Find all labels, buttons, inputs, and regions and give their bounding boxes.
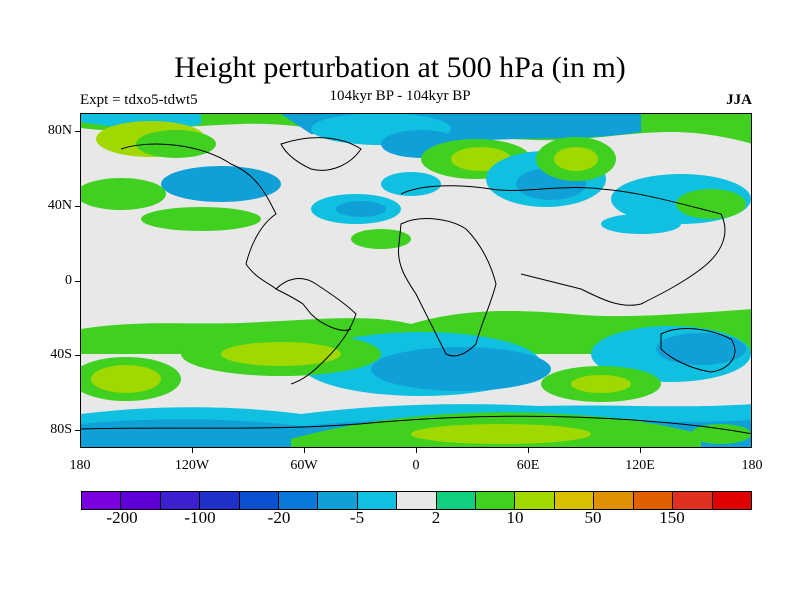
- colorbar-swatch: [554, 492, 595, 509]
- colorbar-swatch: [594, 492, 634, 509]
- lon-tick: [640, 448, 641, 453]
- lon-label-120w: 120W: [174, 458, 210, 473]
- lat-tick: [75, 355, 80, 356]
- colorbar-swatch: [318, 492, 358, 509]
- colorbar-swatch: [160, 492, 201, 509]
- map-title: Height perturbation at 500 hPa (in m): [174, 51, 626, 84]
- lon-label-60w: 60W: [290, 458, 318, 473]
- lat-tick: [75, 206, 80, 207]
- colorbar-swatch: [515, 492, 555, 509]
- colorbar-swatch: [357, 492, 398, 509]
- colorbar-label: 2: [431, 508, 441, 527]
- colorbar-swatch: [397, 492, 437, 509]
- lon-label-0: 0: [412, 458, 420, 473]
- lon-tick: [528, 448, 529, 453]
- colorbar-label: -20: [267, 508, 291, 527]
- colorbar-swatch: [712, 492, 751, 509]
- colorbar-label: -100: [184, 508, 216, 527]
- lat-label-eq: 0: [65, 273, 72, 288]
- colorbar-swatch: [239, 492, 280, 509]
- colorbar-swatch: [279, 492, 319, 509]
- lat-label-40n: 40N: [47, 198, 72, 213]
- lat-label-80n: 80N: [47, 123, 72, 138]
- experiment-label: Expt = tdxo5-tdwt5: [80, 92, 198, 108]
- lat-tick: [75, 131, 80, 132]
- contour-map: [80, 113, 752, 448]
- season-label: JJA: [726, 92, 752, 108]
- colorbar-swatch: [200, 492, 240, 509]
- colorbar-swatch: [436, 492, 477, 509]
- lat-label-80s: 80S: [50, 422, 72, 437]
- lat-tick: [75, 281, 80, 282]
- colorbar-label: 150: [659, 508, 685, 527]
- colorbar-label: 50: [584, 508, 602, 527]
- lon-tick: [192, 448, 193, 453]
- lon-tick: [416, 448, 417, 453]
- lon-label-60e: 60E: [516, 458, 540, 473]
- colorbar: [81, 491, 752, 510]
- lon-label-120e: 120E: [625, 458, 655, 473]
- colorbar-swatch: [121, 492, 161, 509]
- colorbar-swatch: [82, 492, 122, 509]
- colorbar-swatch: [673, 492, 713, 509]
- colorbar-swatch: [476, 492, 516, 509]
- lat-label-40s: 40S: [50, 347, 72, 362]
- lat-tick: [75, 430, 80, 431]
- colorbar-label: -200: [106, 508, 138, 527]
- colorbar-swatch: [633, 492, 674, 509]
- period-label: 104kyr BP - 104kyr BP: [329, 88, 471, 104]
- colorbar-label: -5: [349, 508, 365, 527]
- colorbar-label: 10: [506, 508, 524, 527]
- lon-tick: [304, 448, 305, 453]
- lon-label-180w: 180: [69, 458, 91, 473]
- contour-field: [81, 114, 751, 447]
- lon-label-180e: 180: [741, 458, 763, 473]
